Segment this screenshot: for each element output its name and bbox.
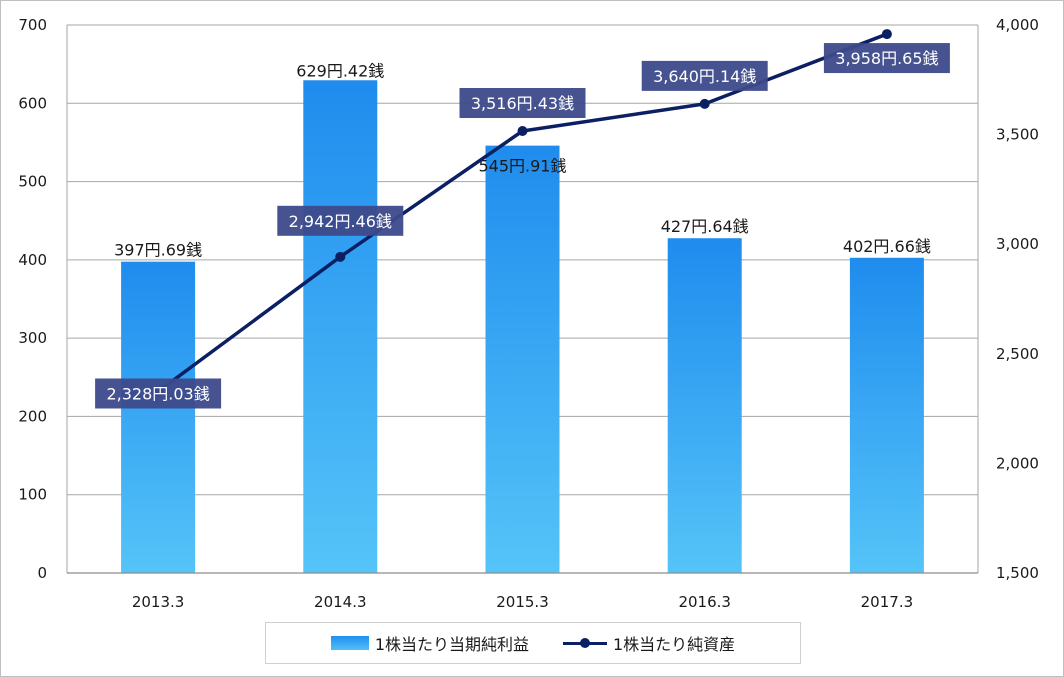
x-tick-label: 2017.3 — [861, 593, 914, 611]
bar-data-label: 402円.66銭 — [843, 237, 931, 256]
line-data-label: 3,958円.65銭 — [835, 49, 938, 68]
line-point — [699, 98, 710, 109]
right-tick-label: 1,500 — [996, 564, 1039, 582]
line-data-label: 3,516円.43銭 — [471, 94, 574, 113]
legend: 1株当たり当期純利益 1株当たり純資産 — [265, 622, 801, 664]
bar-data-label: 629円.42銭 — [296, 61, 384, 80]
line-data-label-box — [459, 87, 586, 118]
line-point — [517, 125, 528, 136]
left-tick-label: 300 — [18, 329, 47, 347]
line-data-label: 2,942円.46銭 — [289, 212, 392, 231]
x-tick-label: 2013.3 — [132, 593, 185, 611]
line-data-label-box — [277, 205, 404, 236]
left-tick-label: 500 — [18, 173, 47, 191]
line-data-label-box — [95, 378, 222, 409]
left-tick-label: 100 — [18, 486, 47, 504]
legend-line-swatch — [563, 637, 607, 649]
right-tick-label: 4,000 — [996, 16, 1039, 34]
left-tick-label: 700 — [18, 16, 47, 34]
left-tick-label: 0 — [37, 564, 47, 582]
line-data-label: 3,640円.14銭 — [653, 67, 756, 86]
right-tick-label: 3,500 — [996, 126, 1039, 144]
left-tick-label: 200 — [18, 407, 47, 425]
bar — [121, 261, 196, 573]
x-tick-label: 2016.3 — [678, 593, 731, 611]
left-tick-label: 600 — [18, 94, 47, 112]
line-point — [881, 29, 892, 40]
line-point — [335, 251, 346, 262]
legend-item-line: 1株当たり純資産 — [563, 631, 735, 655]
bar — [485, 145, 560, 573]
legend-item-bar: 1株当たり当期純利益 — [330, 631, 529, 655]
right-tick-label: 2,000 — [996, 454, 1039, 472]
x-tick-label: 2014.3 — [314, 593, 367, 611]
legend-line-label: 1株当たり純資産 — [613, 635, 736, 654]
legend-bar-swatch — [330, 636, 369, 650]
bar — [667, 238, 742, 573]
right-tick-label: 2,500 — [996, 345, 1039, 363]
bar — [849, 257, 924, 573]
legend-bar-label: 1株当たり当期純利益 — [374, 635, 529, 654]
line-data-label-box — [641, 60, 768, 91]
line-data-label: 2,328円.03銭 — [106, 384, 209, 403]
x-tick-label: 2015.3 — [496, 593, 549, 611]
bar — [303, 80, 378, 573]
bar-data-label: 545円.91銭 — [479, 157, 567, 176]
line-data-label-box — [823, 43, 950, 74]
left-tick-label: 400 — [18, 251, 47, 269]
right-tick-label: 3,000 — [996, 235, 1039, 253]
bar-data-label: 397円.69銭 — [114, 241, 202, 260]
bar-data-label: 427円.64銭 — [661, 217, 749, 236]
